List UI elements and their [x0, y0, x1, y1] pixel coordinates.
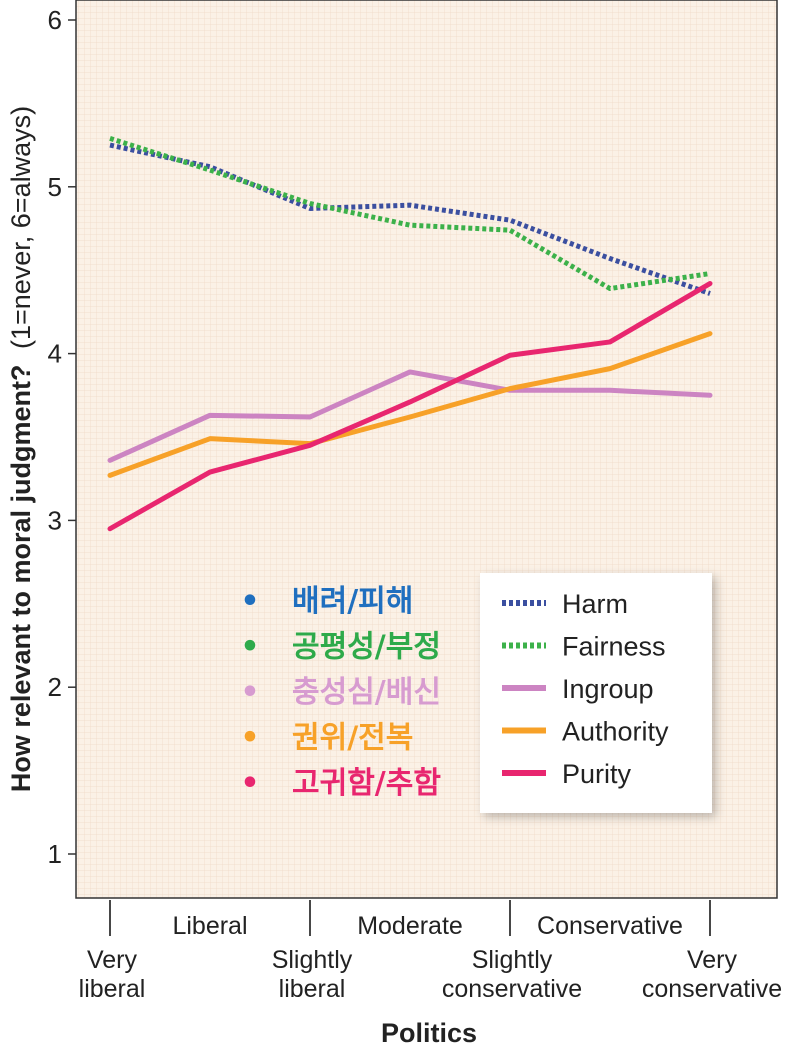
x-tick-label: Conservative — [537, 912, 683, 940]
y-tick-label: 1 — [48, 839, 62, 869]
x-tick-label: conservative — [642, 975, 782, 1003]
y-axis: 1 2 3 4 5 6 — [48, 5, 76, 869]
y-tick-label: 2 — [48, 672, 62, 702]
y-axis-title-note: (1=never, 6=always) — [6, 106, 36, 349]
y-tick-label: 3 — [48, 505, 62, 535]
annotation-label: 권위/전복 — [292, 721, 413, 756]
x-axis-title: Politics — [381, 1018, 477, 1048]
legend-label: Ingroup — [562, 674, 654, 704]
legend-label: Fairness — [562, 632, 666, 662]
annotation-bullet: • — [240, 766, 259, 801]
annotation-label: 공평성/부정 — [292, 630, 441, 665]
x-tick-label: Liberal — [172, 912, 247, 940]
annotation-label: 충성심/배신 — [292, 675, 441, 710]
y-axis-title-main: How relevant to moral judgment? — [6, 365, 36, 793]
annotation-bullet: • — [240, 630, 259, 665]
x-tick-label: Slightly — [272, 946, 353, 974]
x-axis: VeryliberalLiberalSlightlyliberalModerat… — [79, 900, 782, 1003]
legend-label: Purity — [562, 759, 632, 789]
legend-label: Authority — [562, 717, 669, 747]
plot-frame — [75, 0, 778, 899]
x-tick-label: conservative — [442, 975, 582, 1003]
x-tick-label: Moderate — [357, 912, 463, 940]
x-tick-label: Very — [87, 946, 138, 974]
annotation-label: 고귀함/추함 — [292, 766, 441, 801]
annotation-bullet: • — [240, 584, 259, 619]
annotation-label: 배려/피해 — [292, 584, 413, 619]
y-axis-title: How relevant to moral judgment? (1=never… — [6, 106, 36, 792]
legend-label: Harm — [562, 589, 628, 619]
series-lines — [107, 136, 713, 532]
annotation-bullet: • — [240, 721, 259, 756]
y-tick-label: 5 — [48, 172, 62, 202]
x-tick-label: liberal — [79, 975, 146, 1003]
annotation-bullet: • — [240, 675, 259, 710]
korean-annotations: • 배려/피해 • 공평성/부정 • 충성심/배신 • 권위/전복 • 고귀함/추함 — [240, 584, 441, 801]
y-tick-label: 6 — [48, 5, 62, 35]
x-tick-label: Very — [687, 946, 738, 974]
x-tick-label: liberal — [279, 975, 346, 1003]
y-tick-label: 4 — [48, 339, 62, 369]
legend: Harm Fairness Ingroup Authority Purity — [480, 573, 712, 813]
x-tick-label: Slightly — [472, 946, 553, 974]
